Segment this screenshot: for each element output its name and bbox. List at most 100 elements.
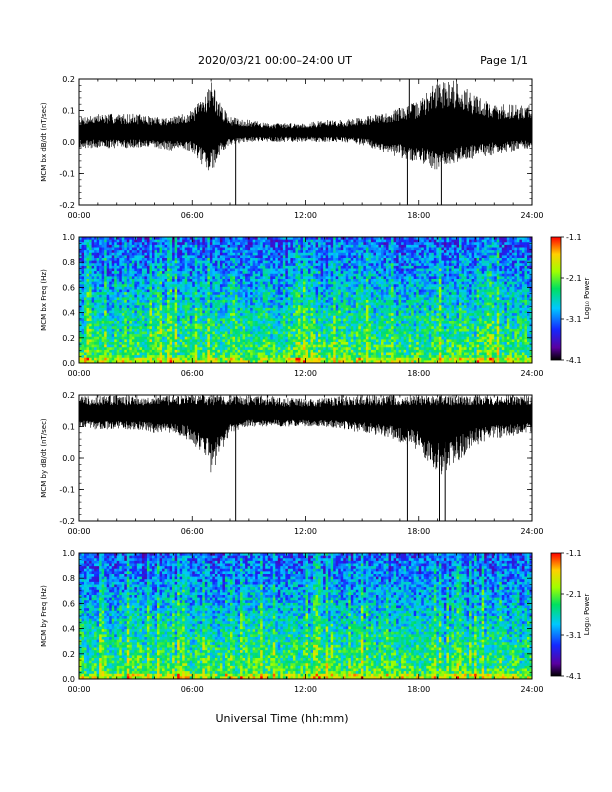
- heatmap-cell: [177, 360, 181, 364]
- heatmap-cell: [189, 342, 193, 345]
- heatmap-cell: [305, 313, 309, 317]
- heatmap-cell: [81, 289, 85, 293]
- heatmap-cell: [192, 339, 196, 343]
- heatmap-cell: [177, 302, 181, 306]
- heatmap-cell: [141, 294, 145, 298]
- heatmap-cell: [202, 250, 206, 254]
- heatmap-cell: [194, 326, 198, 330]
- heatmap-cell: [235, 334, 238, 338]
- heatmap-cell: [209, 289, 213, 293]
- heatmap-cell: [318, 273, 321, 277]
- heatmap-cell: [217, 268, 221, 272]
- heatmap-cell: [255, 279, 259, 282]
- heatmap-cell: [333, 279, 337, 282]
- heatmap-cell: [217, 344, 221, 348]
- heatmap-cell: [144, 339, 148, 343]
- heatmap-cell: [114, 318, 118, 322]
- heatmap-cell: [182, 313, 186, 317]
- heatmap-cell: [290, 355, 294, 359]
- heatmap-cell: [109, 310, 113, 314]
- heatmap-cell: [282, 300, 286, 303]
- heatmap-cell: [111, 310, 115, 314]
- heatmap-cell: [308, 242, 311, 246]
- heatmap-cell: [169, 339, 173, 343]
- heatmap-cell: [182, 318, 186, 322]
- heatmap-cell: [124, 318, 128, 322]
- heatmap-cell: [242, 300, 246, 303]
- heatmap-cell: [139, 294, 143, 298]
- heatmap-cell: [159, 310, 163, 314]
- heatmap-cell: [250, 342, 253, 345]
- heatmap-cell: [315, 281, 319, 285]
- heatmap-cell: [114, 289, 118, 293]
- heatmap-cell: [310, 313, 314, 317]
- heatmap-cell: [177, 344, 181, 348]
- heatmap-cell: [212, 334, 216, 338]
- heatmap-cell: [106, 334, 110, 338]
- heatmap-cell: [290, 339, 294, 343]
- heatmap-cell: [230, 344, 233, 348]
- heatmap-cell: [197, 355, 201, 359]
- heatmap-cell: [219, 284, 223, 288]
- heatmap-cell: [328, 263, 332, 267]
- heatmap-cell: [323, 300, 326, 303]
- heatmap-cell: [290, 250, 294, 254]
- heatmap-cell: [184, 244, 188, 248]
- heatmap-cell: [157, 276, 160, 280]
- heatmap-cell: [224, 247, 228, 251]
- heatmap-cell: [282, 244, 286, 248]
- heatmap-cell: [207, 279, 211, 282]
- heatmap-cell: [224, 242, 228, 246]
- heatmap-cell: [328, 244, 332, 248]
- heatmap-cell: [235, 292, 238, 296]
- heatmap-cell: [252, 281, 256, 285]
- heatmap-cell: [144, 305, 148, 309]
- heatmap-cell: [313, 271, 316, 275]
- heatmap-cell: [149, 328, 153, 332]
- heatmap-cell: [81, 284, 85, 288]
- heatmap-cell: [182, 271, 186, 275]
- heatmap-cell: [197, 326, 201, 330]
- heatmap-cell: [179, 268, 183, 272]
- heatmap-cell: [162, 284, 165, 288]
- heatmap-cell: [126, 244, 130, 248]
- heatmap-cell: [305, 315, 309, 319]
- heatmap-cell: [287, 331, 291, 335]
- heatmap-cell: [134, 268, 138, 272]
- heatmap-cell: [146, 294, 150, 298]
- heatmap-cell: [219, 279, 223, 282]
- heatmap-cell: [237, 252, 241, 256]
- heatmap-cell: [282, 302, 286, 306]
- heatmap-cell: [172, 294, 175, 298]
- heatmap-cell: [272, 360, 276, 364]
- heatmap-cell: [91, 263, 95, 267]
- heatmap-cell: [116, 323, 120, 327]
- heatmap-cell: [169, 255, 173, 259]
- heatmap-cell: [282, 347, 286, 351]
- heatmap-cell: [290, 247, 294, 251]
- heatmap-cell: [209, 342, 213, 345]
- heatmap-cell: [129, 279, 133, 282]
- heatmap-cell: [242, 302, 246, 306]
- heatmap-cell: [106, 342, 110, 345]
- heatmap-cell: [194, 252, 198, 256]
- heatmap-cell: [308, 328, 311, 332]
- heatmap-cell: [114, 292, 118, 296]
- heatmap-cell: [121, 302, 125, 306]
- heatmap-cell: [240, 336, 243, 340]
- heatmap-cell: [179, 339, 183, 343]
- heatmap-cell: [245, 239, 248, 243]
- heatmap-cell: [187, 271, 191, 275]
- heatmap-cell: [255, 357, 259, 361]
- heatmap-cell: [315, 360, 319, 364]
- heatmap-cell: [265, 323, 269, 327]
- heatmap-cell: [172, 255, 175, 259]
- heatmap-cell: [179, 357, 183, 361]
- heatmap-cell: [320, 310, 324, 314]
- heatmap-cell: [247, 252, 251, 256]
- heatmap-cell: [172, 297, 175, 301]
- heatmap-cell: [91, 276, 95, 280]
- heatmap-cell: [232, 336, 236, 340]
- heatmap-cell: [81, 331, 85, 335]
- heatmap-cell: [146, 355, 150, 359]
